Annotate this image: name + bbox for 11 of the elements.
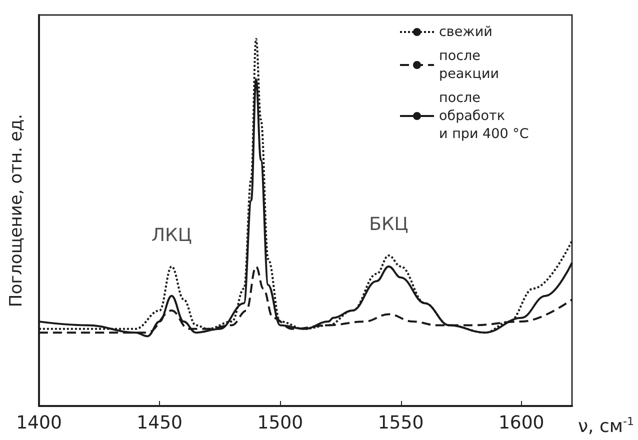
x-tick-label: 1450 [136,412,182,434]
x-tick-label: 1500 [257,412,304,434]
legend-label: после обработки при 400 °C [439,90,529,142]
legend-label: свежий [439,24,492,40]
x-tick-label: 1550 [378,412,424,434]
annotation: ЛКЦ [152,224,192,246]
y-axis-title: Поглощение, отн. ед. [6,114,26,308]
legend-label: после реакции [439,48,500,82]
x-tick-label: 1600 [498,412,544,434]
annotation: БКЦ [369,214,408,235]
x-tick-label: 1400 [16,412,62,434]
